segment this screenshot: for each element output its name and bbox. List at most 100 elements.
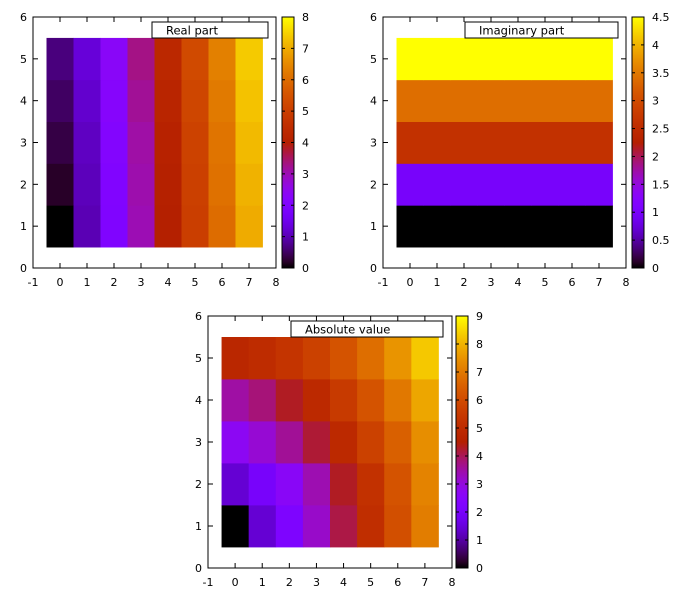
x-tick-label: 5 [542, 276, 549, 289]
y-tick-label: 4 [195, 394, 202, 407]
heatmap-cell [181, 163, 209, 206]
heatmap-cell [127, 205, 155, 248]
heatmap-cell [423, 37, 451, 81]
colorbar-tick-label: 3 [302, 168, 309, 181]
colorbar-tick-label: 0 [302, 262, 309, 275]
heatmap-cell [208, 205, 236, 248]
colorbar [631, 16, 645, 269]
heatmap-cell [127, 37, 155, 81]
heatmap-cell [181, 205, 209, 248]
heatmap-cell [275, 421, 304, 464]
heatmap-cell [585, 205, 613, 248]
heatmap-cell [396, 79, 424, 122]
heatmap-cell [477, 121, 505, 164]
x-tick-label: 2 [111, 276, 118, 289]
heatmap-cell [531, 163, 559, 206]
heatmap-cell [208, 163, 236, 206]
chart-title: Real part [166, 24, 219, 38]
heatmap-cell [450, 205, 478, 248]
x-tick-label: 1 [259, 576, 266, 589]
y-tick-label: 4 [370, 95, 377, 108]
heatmap-cell [208, 37, 236, 81]
heatmap-cell [235, 79, 263, 122]
heatmap-cell [384, 337, 412, 380]
heatmap-cell [396, 163, 424, 206]
heatmap-cell [275, 337, 304, 380]
colorbar-tick-label: 1.5 [652, 178, 670, 191]
heatmap-cell [330, 463, 358, 506]
colorbar-tick-label: 6 [302, 74, 309, 87]
heatmap-cell [154, 121, 182, 164]
x-tick-label: 4 [515, 276, 522, 289]
y-tick-label: 0 [20, 262, 27, 275]
y-tick-label: 0 [370, 262, 377, 275]
colorbar-tick-label: 4 [652, 39, 659, 52]
colorbar-tick-label: 2 [302, 199, 309, 212]
heatmap-cell [46, 37, 74, 81]
heatmap-cell [585, 37, 613, 81]
colorbar-tick-label: 1 [476, 534, 483, 547]
x-tick-label: 7 [246, 276, 253, 289]
heatmap-cell [100, 121, 128, 164]
heatmap-cell [275, 505, 304, 548]
colorbar-tick-label: 2 [652, 150, 659, 163]
colorbar-tick-label: 4 [302, 137, 309, 150]
x-tick-label: 2 [461, 276, 468, 289]
x-tick-label: -1 [28, 276, 39, 289]
heatmap-cell [384, 421, 412, 464]
heatmap-cell [504, 121, 532, 164]
heatmap-cell [357, 463, 385, 506]
x-tick-label: 1 [84, 276, 91, 289]
y-tick-label: 2 [195, 478, 202, 491]
colorbar-tick-label: 8 [476, 338, 483, 351]
heatmap-cell [477, 163, 505, 206]
chart-title: Absolute value [305, 323, 390, 337]
x-tick-label: 3 [488, 276, 495, 289]
heatmap-cell [154, 37, 182, 81]
heatmap-cell [235, 37, 263, 81]
y-tick-label: 6 [195, 310, 202, 323]
heatmap-cell [396, 205, 424, 248]
heatmap-cell [221, 379, 250, 422]
heatmap-cell [248, 505, 277, 548]
heatmap-cell [423, 163, 451, 206]
x-tick-label: 5 [367, 576, 374, 589]
heatmap-cell [411, 505, 439, 548]
heatmap-cell [248, 379, 277, 422]
heatmap-cell [384, 505, 412, 548]
heatmap-cell [73, 163, 101, 206]
heatmap-cell [330, 505, 358, 548]
heatmap-cell [531, 121, 559, 164]
colorbar-tick-label: 8 [302, 11, 309, 24]
colorbar-tick-label: 5 [476, 422, 483, 435]
colorbar-tick-label: 3 [476, 478, 483, 491]
y-tick-label: 3 [370, 137, 377, 150]
heatmap-cell [208, 79, 236, 122]
colorbar-tick-label: 4 [476, 450, 483, 463]
heatmap-cell [384, 463, 412, 506]
heatmap-cell [154, 79, 182, 122]
colorbar-tick-label: 3.5 [652, 67, 670, 80]
heatmap-cell [208, 121, 236, 164]
y-tick-label: 5 [195, 352, 202, 365]
y-tick-label: 2 [370, 178, 377, 191]
colorbar-tick-label: 7 [302, 42, 309, 55]
heatmap-cell [423, 205, 451, 248]
y-tick-label: 6 [370, 11, 377, 24]
heatmap-cell [585, 163, 613, 206]
heatmap-cell [477, 79, 505, 122]
heatmap-cell [181, 79, 209, 122]
heatmap-cell [558, 121, 586, 164]
heatmap-cell [357, 505, 385, 548]
heatmap-cell [384, 379, 412, 422]
heatmap-cell [181, 37, 209, 81]
heatmap-cell [221, 505, 250, 548]
heatmap-cell [235, 205, 263, 248]
heatmap-cell [302, 379, 331, 422]
heatmap-cell [275, 379, 304, 422]
x-tick-label: 0 [57, 276, 64, 289]
heatmap-cell [531, 37, 559, 81]
heatmap-cell [275, 463, 304, 506]
heatmap-cell [235, 121, 263, 164]
